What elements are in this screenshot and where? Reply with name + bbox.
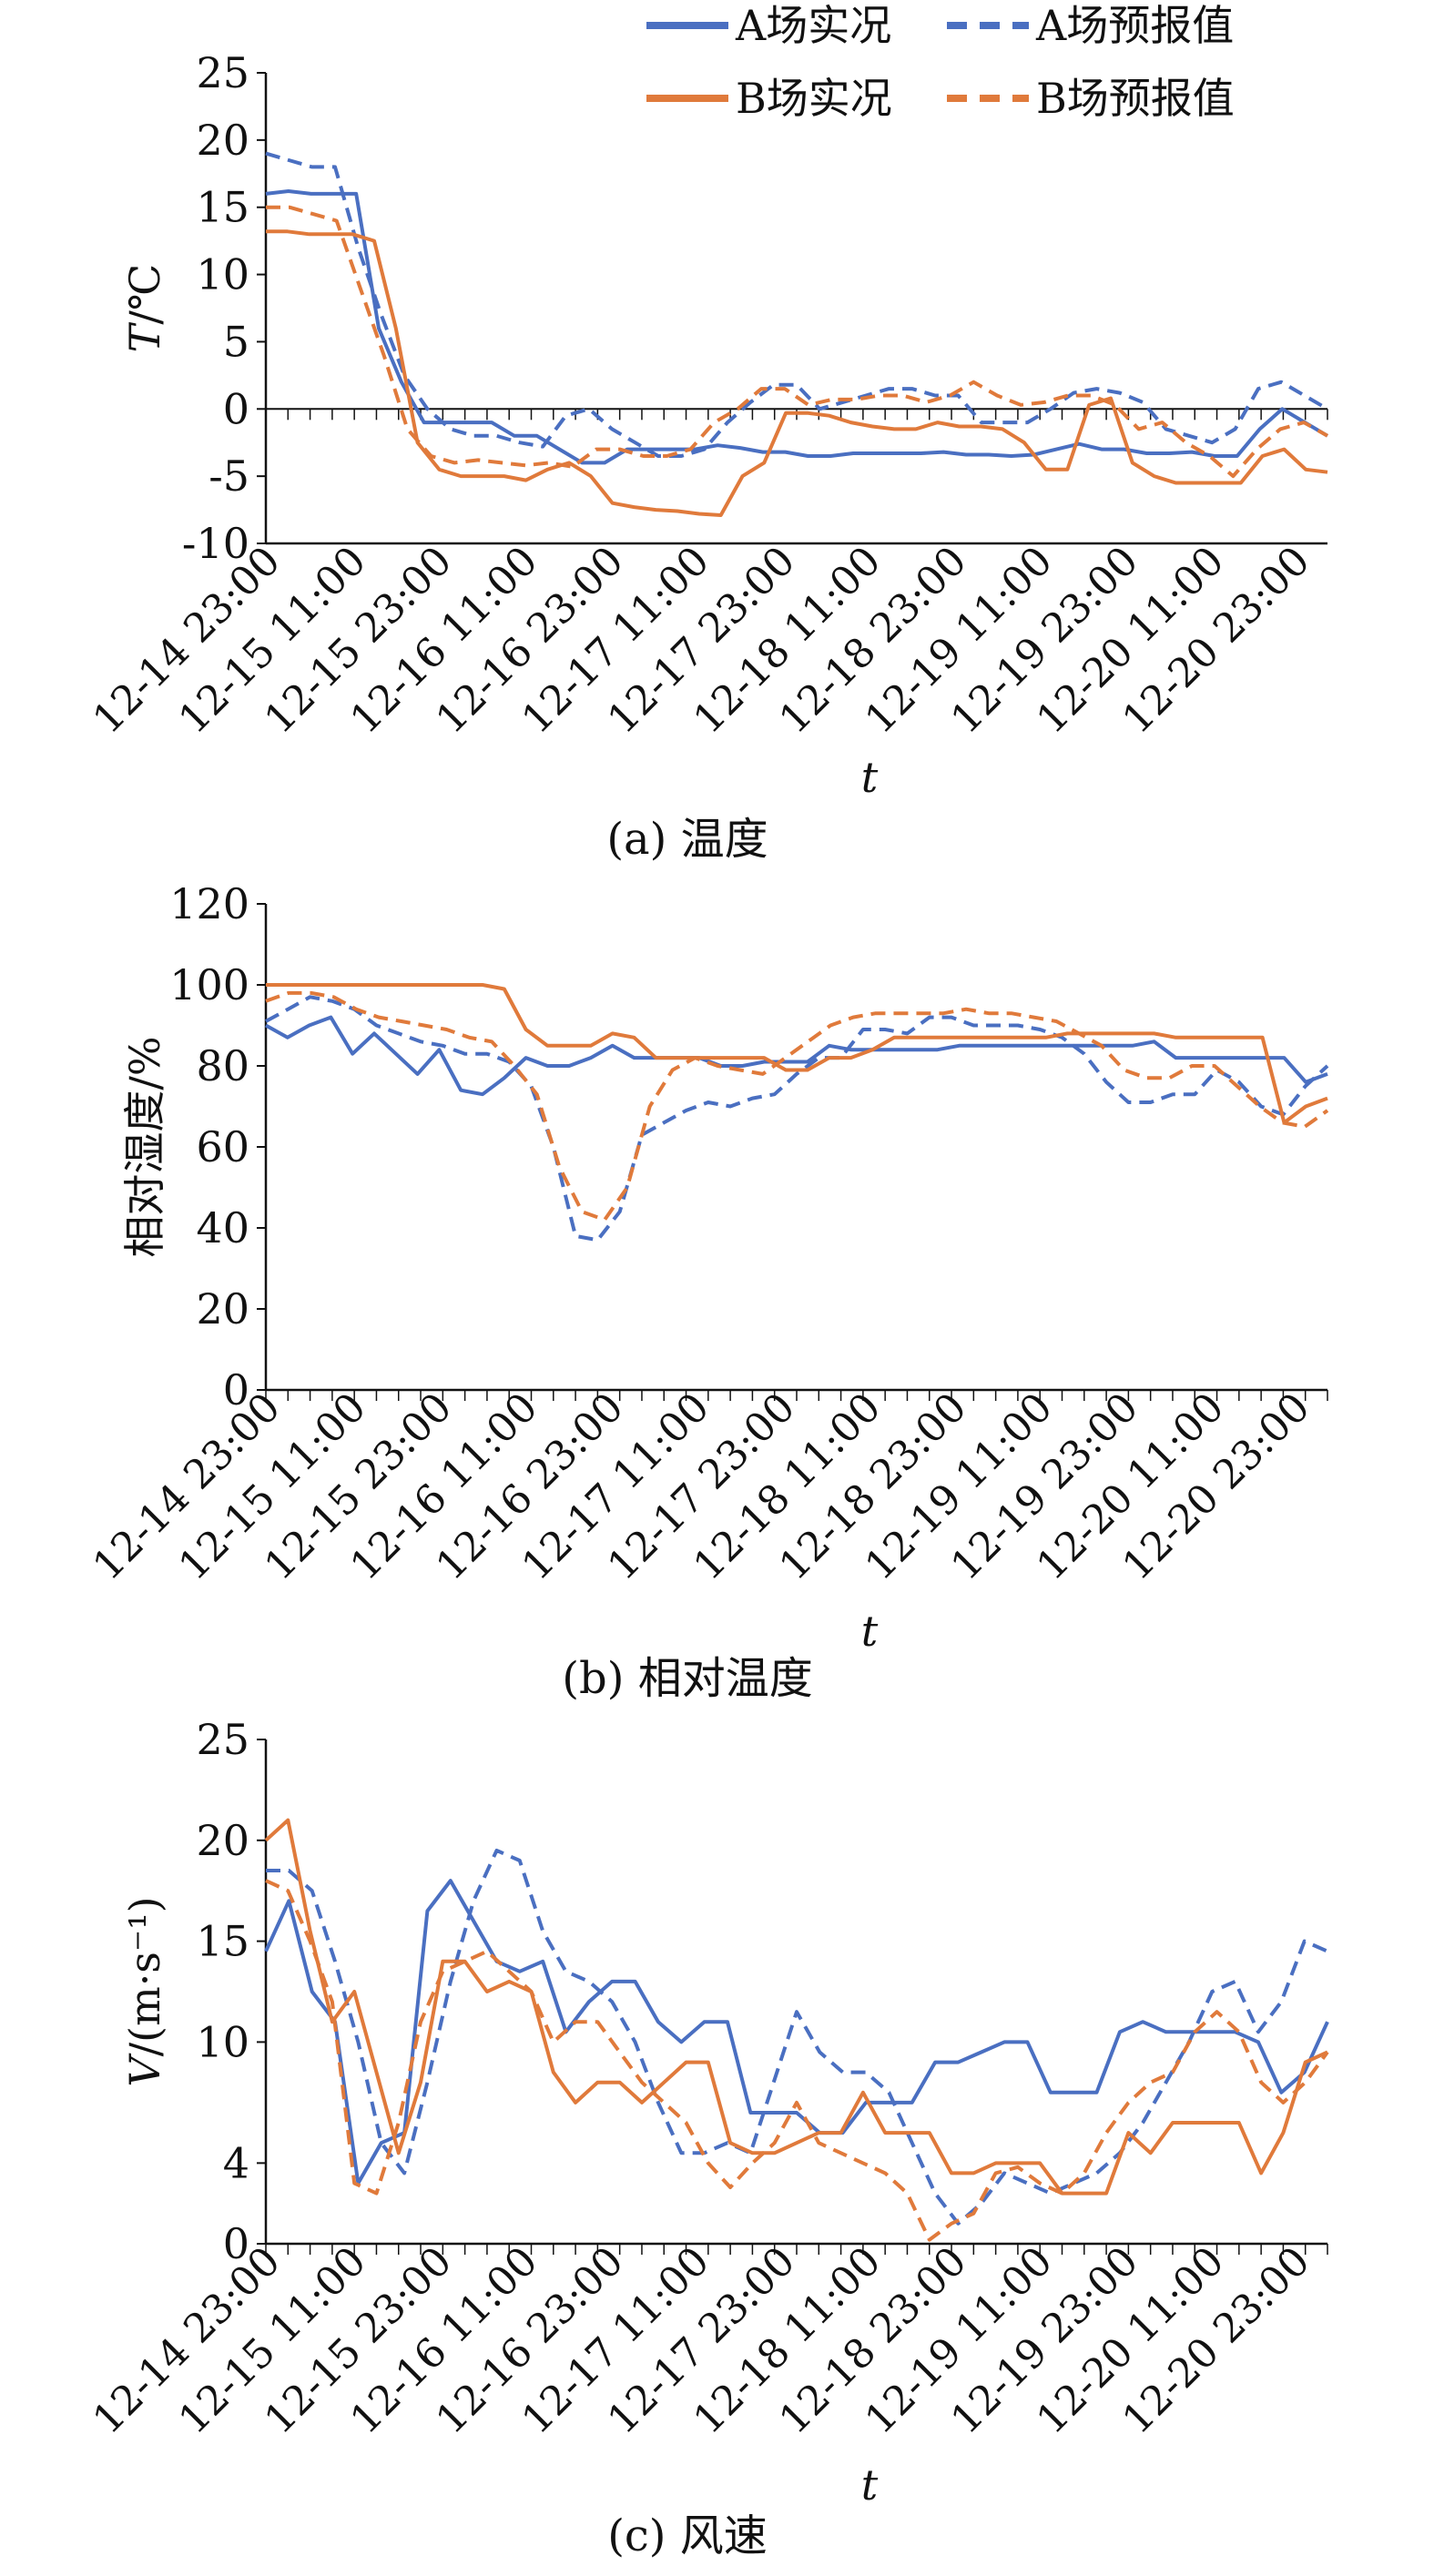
y-tick-label: 15 xyxy=(196,1917,249,1966)
legend-item: B场实况 xyxy=(646,74,892,123)
series-line xyxy=(265,995,1329,1242)
panel-caption: (b) 相对温度 xyxy=(562,1653,812,1704)
y-tick-label: 10 xyxy=(196,2017,249,2066)
y-tick-label: 40 xyxy=(196,1203,249,1253)
y-tick-label: 5 xyxy=(223,317,249,366)
x-axis-label: t xyxy=(861,1607,879,1656)
y-tick-label: -10 xyxy=(182,519,249,568)
y-axis-label: V/(m·s⁻¹) xyxy=(120,1896,169,2086)
y-tick-label: 25 xyxy=(196,48,249,97)
y-tick-label: 80 xyxy=(196,1041,249,1090)
legend-label: A场预报值 xyxy=(1035,1,1234,50)
legend-item: A场实况 xyxy=(646,1,891,50)
y-tick-label: 60 xyxy=(196,1122,249,1171)
y-tick-label: 25 xyxy=(196,1715,249,1764)
series-line xyxy=(265,189,1329,465)
y-tick-label: 120 xyxy=(169,879,249,928)
y-tick-label: 0 xyxy=(223,1365,249,1415)
series-line xyxy=(266,205,1328,479)
series-line xyxy=(266,229,1328,517)
y-tick-label: 20 xyxy=(196,1284,249,1334)
series-line xyxy=(265,151,1329,458)
x-axis-label: t xyxy=(861,753,879,802)
series-line xyxy=(265,1015,1328,1097)
y-axis-label: 相对湿度/% xyxy=(120,1036,169,1257)
legend-item: A场预报值 xyxy=(947,1,1234,50)
y-tick-label: 100 xyxy=(169,960,249,1009)
panel-caption: (a) 温度 xyxy=(606,814,768,865)
y-tick-label: 0 xyxy=(223,2219,249,2268)
y-tick-label: 20 xyxy=(196,1816,249,1865)
series-line xyxy=(264,1879,1329,2186)
y-tick-label: 10 xyxy=(196,250,249,299)
legend-label: B场预报值 xyxy=(1036,74,1235,123)
legend-item: B场预报值 xyxy=(947,74,1235,123)
panel-caption: (c) 风速 xyxy=(607,2510,768,2561)
x-axis-label: t xyxy=(861,2460,879,2510)
y-tick-label: 4 xyxy=(223,2138,249,2187)
series-line xyxy=(265,1879,1329,2242)
y-tick-label: 15 xyxy=(196,183,249,232)
y-tick-label: -5 xyxy=(208,451,249,501)
series-line xyxy=(265,990,1329,1222)
series-line xyxy=(266,983,1328,1125)
series-line xyxy=(264,1818,1328,2196)
y-axis-label: T/℃ xyxy=(120,264,169,353)
series-line xyxy=(266,1848,1328,2226)
y-tick-label: 20 xyxy=(196,116,249,165)
legend-label: A场实况 xyxy=(735,1,891,50)
legend: A场实况 A场预报值 B场实况 B场预报值 xyxy=(646,1,1235,123)
legend-label: B场实况 xyxy=(736,74,892,123)
y-tick-label: 0 xyxy=(223,384,249,433)
